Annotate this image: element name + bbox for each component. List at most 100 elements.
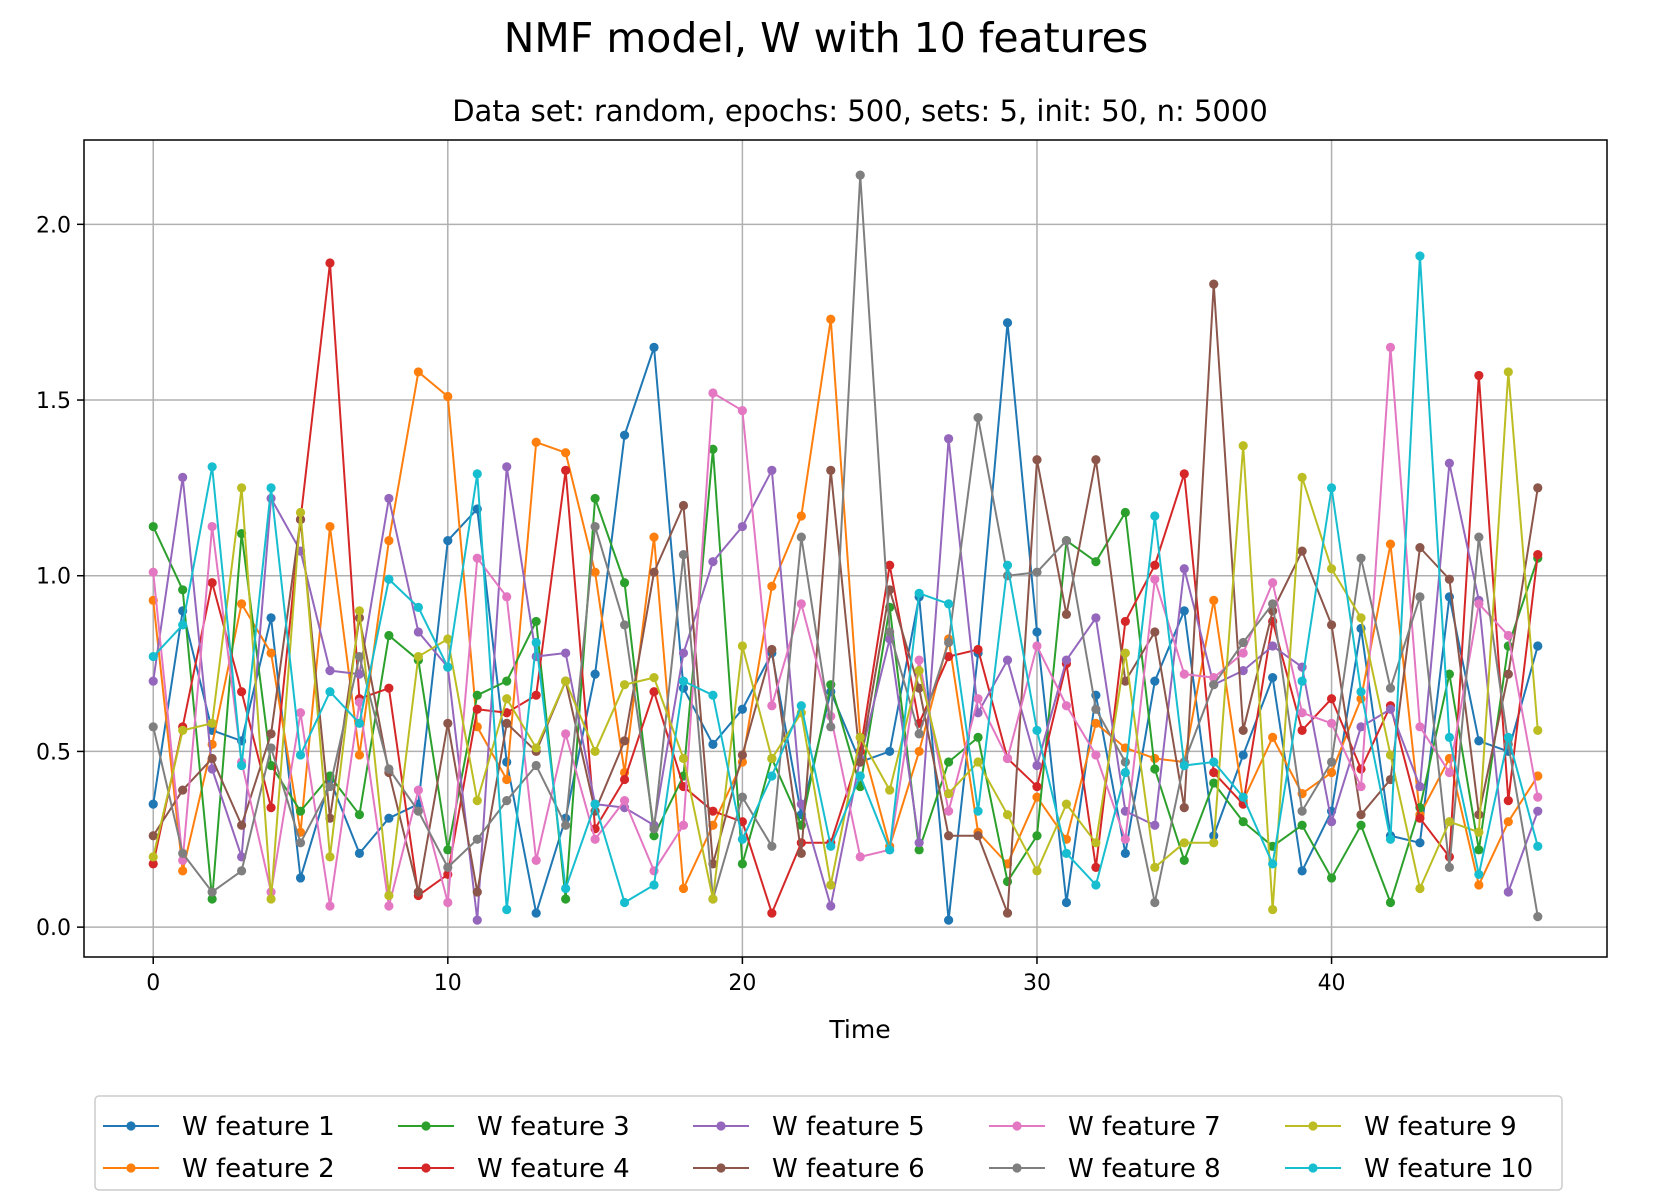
data-point [1297,546,1307,556]
data-point [178,848,188,858]
data-point [1179,669,1189,679]
data-point [649,880,659,890]
data-point [737,834,747,844]
data-point [619,796,630,806]
data-point [266,613,276,623]
data-point [737,792,747,802]
data-point [1002,318,1013,328]
data-point [354,718,365,728]
data-point [148,676,158,686]
data-point [1444,458,1454,468]
data-point [561,676,571,686]
data-point [1120,767,1130,778]
data-point [796,599,806,609]
data-point [855,732,865,742]
data-point [266,803,276,813]
data-point [619,680,630,690]
data-point [148,831,158,841]
data-point [1415,838,1425,848]
legend-marker [716,1163,726,1173]
data-point [354,606,365,616]
data-point [413,367,423,377]
legend-label: W feature 10 [1364,1154,1533,1184]
data-point [1032,455,1042,465]
data-point [266,743,276,753]
data-point [502,592,512,602]
data-point [413,627,423,637]
data-point [266,648,276,658]
data-point [266,760,276,771]
data-point [1032,641,1042,651]
data-point [1061,609,1072,619]
data-point [443,862,453,872]
data-point [1150,676,1160,686]
x-tick-label: 40 [1318,971,1346,996]
data-point [531,743,541,753]
data-point [1091,613,1101,623]
data-point [1415,781,1425,792]
y-tick-label: 1.5 [36,389,71,414]
data-point [944,806,954,816]
legend-label: W feature 1 [182,1112,335,1142]
data-point [443,535,453,546]
data-point [619,774,630,785]
data-point [649,342,659,352]
data-point [1061,897,1072,908]
data-point [502,904,512,915]
data-point [1385,897,1396,908]
data-point [855,170,865,180]
data-point [1415,543,1425,553]
data-point [384,813,394,823]
data-point [649,687,659,697]
data-point [325,666,335,676]
data-point [1150,862,1160,872]
data-point [502,796,512,806]
data-point [914,666,924,676]
data-point [325,901,335,911]
data-point [973,757,983,767]
data-point [325,258,335,268]
y-tick-label: 0.0 [36,916,71,941]
data-point [1415,251,1425,261]
data-point [944,915,954,925]
data-point [148,651,158,662]
data-point [973,413,983,423]
data-point [1179,855,1189,865]
data-point [443,634,453,644]
data-point [914,683,924,693]
data-point [1533,792,1543,802]
data-point [1356,781,1366,792]
data-point [1150,820,1160,830]
data-point [325,687,335,697]
data-point [1061,655,1072,665]
plot-area-frame [83,139,1608,958]
data-point [207,894,217,904]
data-point [295,806,306,816]
data-point [767,771,777,781]
data-point [1326,817,1337,827]
data-point [1356,722,1366,732]
data-point [885,627,895,637]
data-point [443,391,453,402]
data-point [295,873,306,883]
legend-item: W feature 3 [398,1112,630,1142]
data-point [266,894,276,904]
data-point [1474,599,1484,609]
data-point [1326,767,1337,778]
data-point [472,704,482,714]
data-point [1002,560,1013,570]
data-point [1238,648,1248,658]
data-point [384,535,394,546]
data-point [1209,279,1219,289]
data-point [531,616,541,627]
data-point [1032,725,1042,735]
data-point [1533,911,1543,922]
data-point [531,637,541,648]
data-point [1297,725,1307,735]
data-point [443,845,453,855]
data-point [767,841,777,851]
data-point [384,683,394,693]
data-point [1268,859,1278,869]
data-point [737,641,747,651]
data-point [413,602,423,612]
